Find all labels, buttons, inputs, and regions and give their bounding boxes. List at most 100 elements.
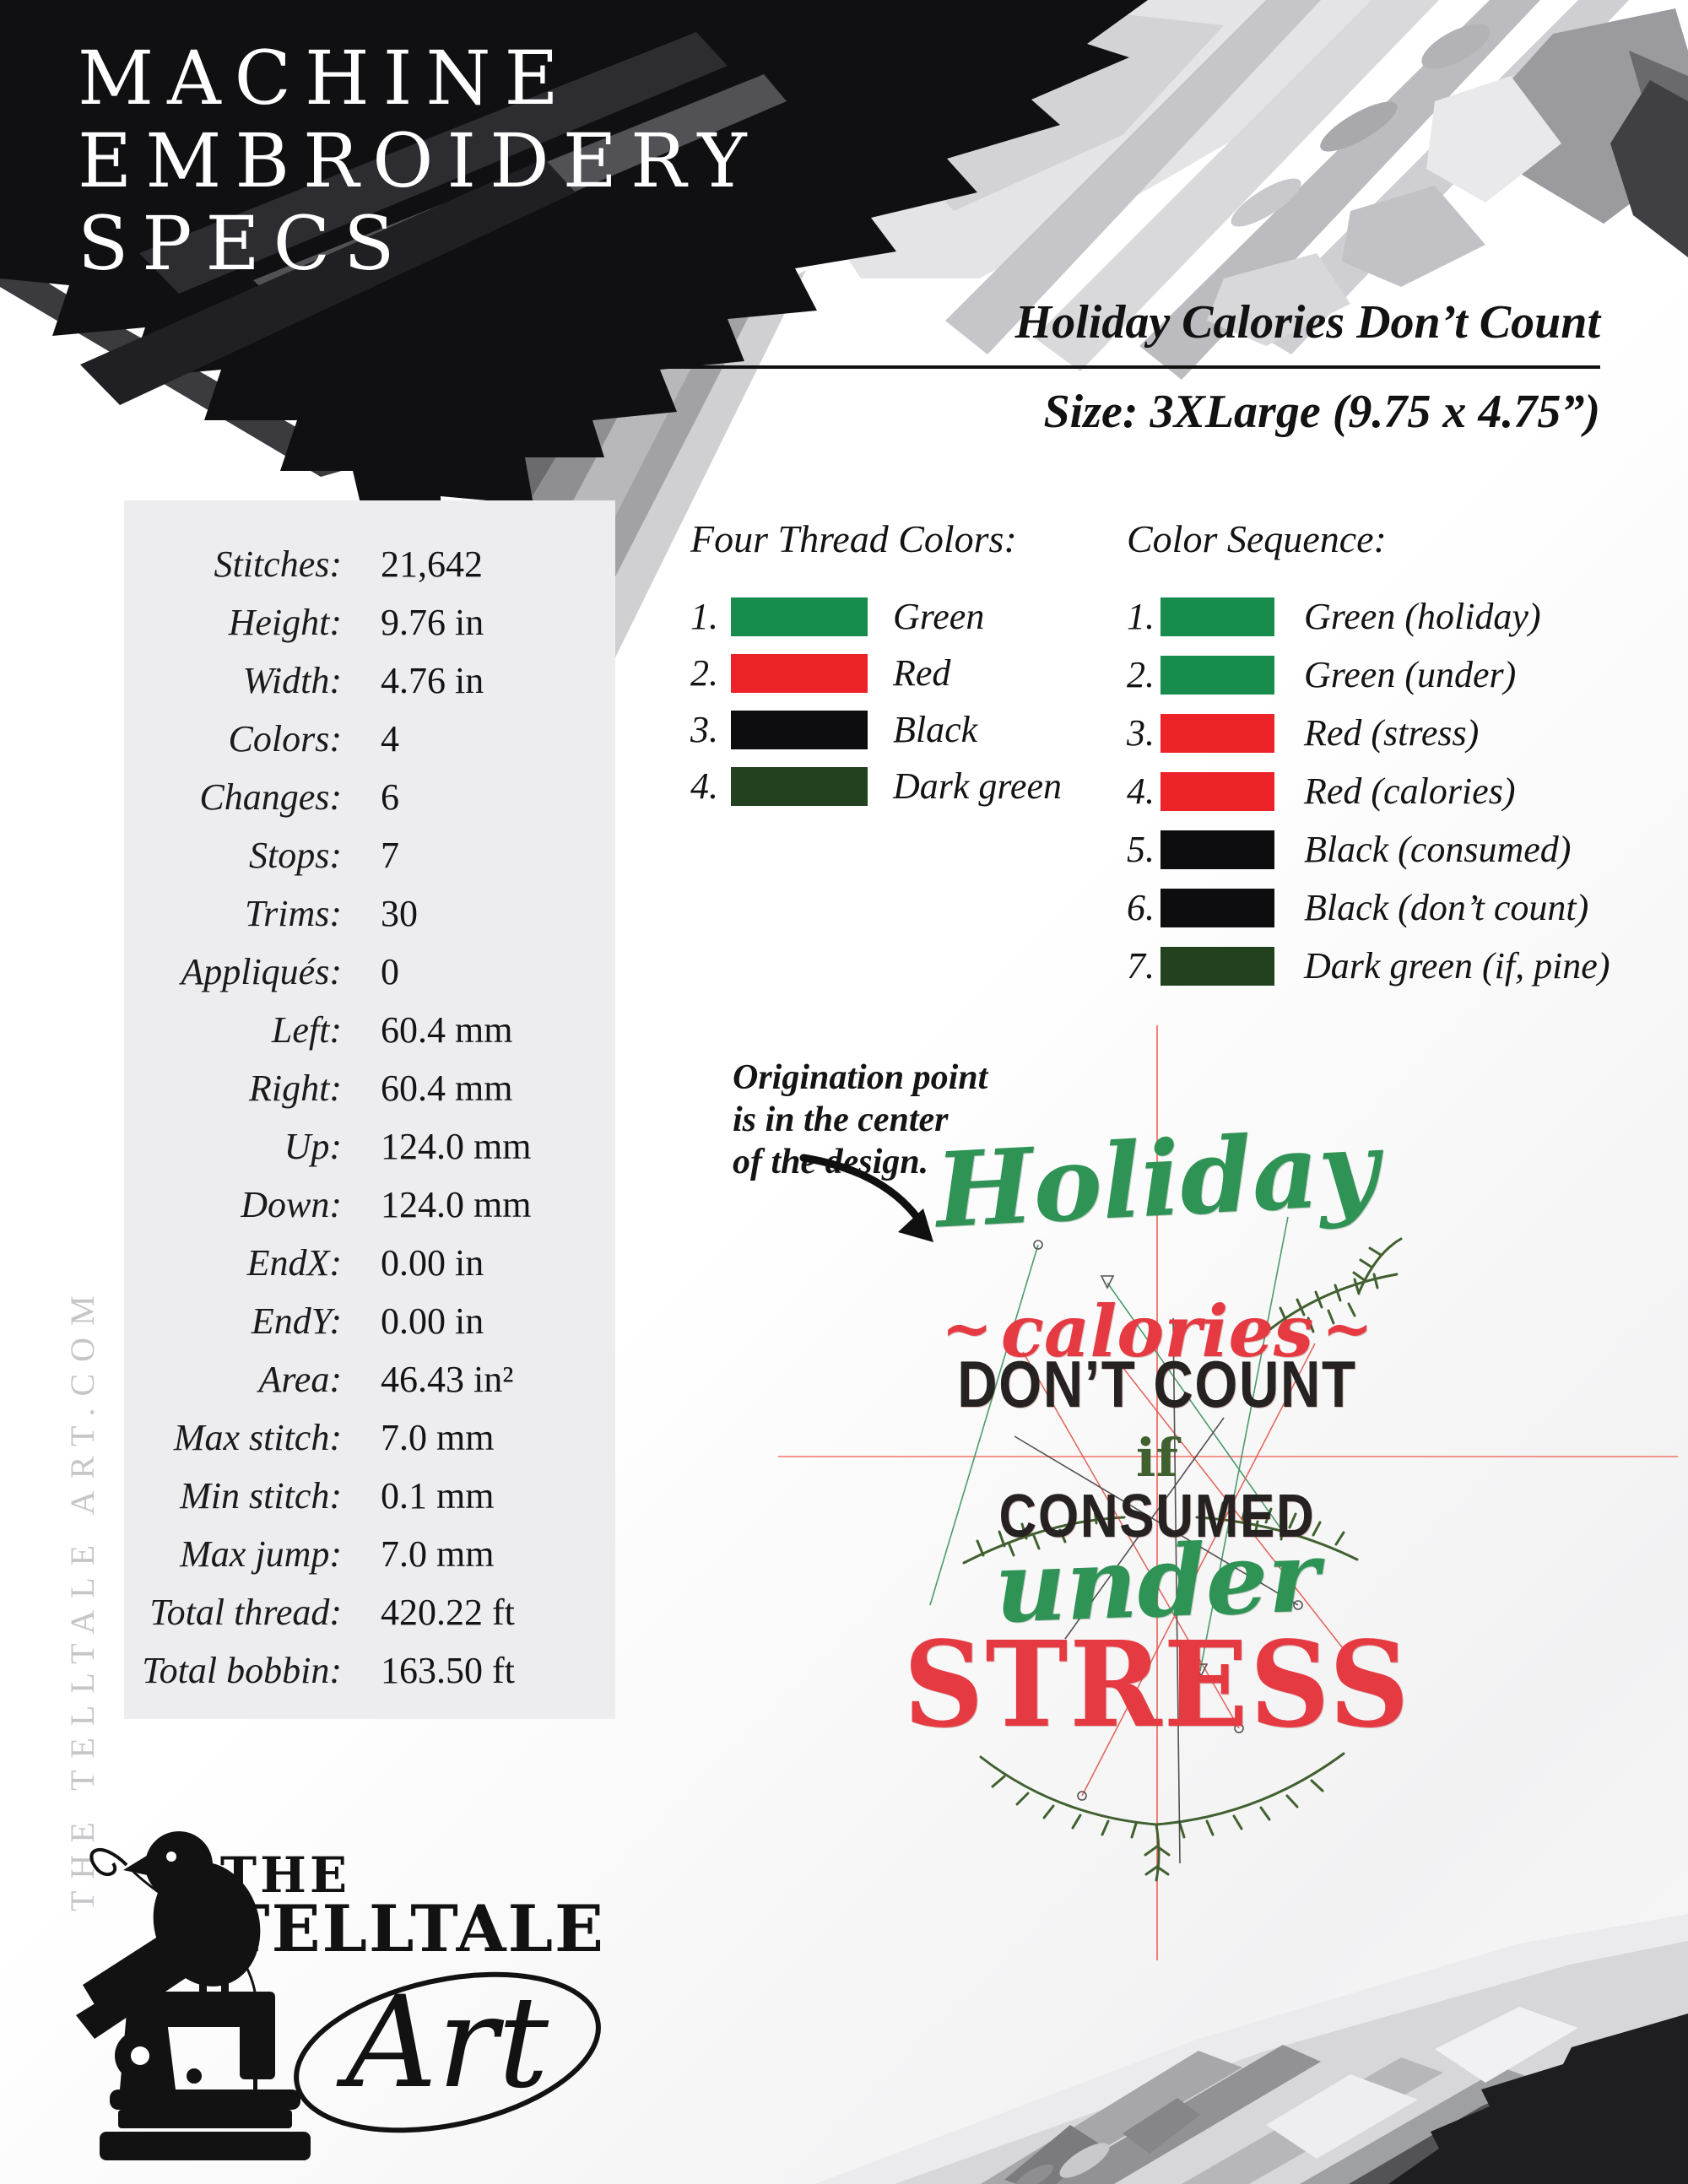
spec-value: 6: [381, 776, 399, 818]
thread-color-swatch: [731, 710, 868, 749]
spec-value: 163.50 ft: [381, 1650, 515, 1691]
spec-row: EndY: 0.00 in: [124, 1292, 615, 1350]
flourish-right: ~: [1322, 1292, 1373, 1364]
spec-row: Max stitch: 7.0 mm: [124, 1408, 615, 1467]
color-sequence-row: 2. Green (under): [1127, 653, 1610, 696]
specs-panel: Stitches: 21,642 Height: 9.76 in Width: …: [124, 500, 615, 1719]
spec-row: Total bobbin: 163.50 ft: [124, 1641, 615, 1700]
spec-value: 124.0 mm: [381, 1126, 532, 1167]
logo-telltale: TELLTALE: [222, 1891, 605, 1966]
thread-color-row: 4. Dark green: [690, 765, 1062, 808]
thread-color-swatch: [731, 653, 868, 693]
spec-label: Right:: [249, 1068, 342, 1109]
spec-row: Height: 9.76 in: [124, 593, 615, 651]
color-sequence-number: 6.: [1127, 887, 1155, 928]
page-title: MACHINE EMBROIDERY SPECS: [78, 37, 760, 285]
color-sequence-name: Black (consumed): [1304, 829, 1572, 870]
spec-row: Down: 124.0 mm: [124, 1176, 615, 1234]
logo-art: Art: [336, 1970, 549, 2116]
spec-value: 4: [381, 718, 399, 760]
thread-color-swatch: [731, 766, 868, 806]
color-sequence-row: 1. Green (holiday): [1127, 595, 1610, 638]
color-sequence-name: Green (under): [1304, 654, 1517, 695]
spec-label: Height:: [228, 602, 342, 643]
page-title-line: SPECS: [78, 200, 408, 287]
thread-color-row: 2. Red: [690, 651, 1062, 695]
telltale-logo: THE TELLTALE Art: [76, 1831, 605, 2160]
page-title-line: MACHINE: [78, 35, 572, 122]
color-sequence-swatch: [1160, 597, 1274, 636]
spec-value: 0: [381, 951, 399, 992]
thread-color-number: 2.: [690, 652, 718, 694]
thread-color-name: Red: [893, 652, 951, 694]
design-stitch-decor: [929, 1216, 1403, 1882]
thread-color-swatch: [731, 597, 868, 636]
color-sequence-number: 5.: [1127, 829, 1155, 870]
spec-row: Max jump: 7.0 mm: [124, 1525, 615, 1583]
spec-label: Area:: [258, 1359, 342, 1400]
spec-label: Changes:: [199, 776, 342, 818]
color-sequence-number: 7.: [1127, 945, 1155, 987]
curved-arrow-icon: [799, 1154, 933, 1242]
spec-value: 0.00 in: [381, 1300, 484, 1342]
design-word-consumed: CONSUMED: [998, 1483, 1316, 1550]
spec-label: Stitches:: [214, 543, 342, 585]
design-word-calories-text: calories: [1000, 1289, 1314, 1373]
spec-row: Area: 46.43 in²: [124, 1350, 615, 1408]
spec-label: Appliqués:: [181, 951, 342, 992]
spec-row: EndX: 0.00 in: [124, 1234, 615, 1292]
spec-value: 7.0 mm: [381, 1533, 495, 1575]
header-divider: [616, 365, 1600, 369]
crosshair-horizontal-line: [778, 1456, 1678, 1457]
spec-value: 7: [381, 835, 399, 876]
color-sequence-list: 1. Green (holiday) 2. Green (under) 3. R…: [1127, 595, 1610, 987]
spec-row: Width: 4.76 in: [124, 651, 615, 710]
spec-label: Down:: [241, 1184, 342, 1225]
pine-branch-decor: [962, 1237, 1403, 1882]
spec-row: Colors: 4: [124, 710, 615, 768]
spec-value: 60.4 mm: [381, 1009, 513, 1051]
color-sequence-swatch: [1160, 888, 1274, 927]
color-sequence-number: 3.: [1127, 712, 1155, 754]
thread-color-number: 4.: [690, 765, 718, 807]
color-sequence-name: Green (holiday): [1304, 596, 1541, 637]
page-title-line: EMBROIDERY: [78, 117, 760, 204]
thread-color-number: 1.: [690, 596, 718, 637]
spec-row: Stitches: 21,642: [124, 535, 615, 593]
color-sequence-swatch: [1160, 655, 1274, 695]
design-word-stress: STRESS: [903, 1616, 1411, 1754]
spec-row: Right: 60.4 mm: [124, 1059, 615, 1117]
specs-table: Stitches: 21,642 Height: 9.76 in Width: …: [124, 535, 615, 1700]
color-sequence-swatch: [1160, 946, 1274, 986]
spec-label: Total thread:: [149, 1592, 342, 1633]
size-label: Size: 3XLarge (9.75 x 4.75”): [1043, 386, 1600, 438]
logo-the: THE: [220, 1846, 350, 1904]
color-sequence-swatch: [1160, 830, 1274, 869]
spec-label: Colors:: [228, 718, 342, 760]
design-word-if: if: [1135, 1427, 1179, 1489]
spec-label: Stops:: [249, 835, 342, 876]
thread-color-name: Black: [893, 709, 978, 750]
spec-value: 60.4 mm: [381, 1068, 513, 1109]
origination-note-line: is in the center: [733, 1100, 949, 1139]
spec-row: Changes: 6: [124, 768, 615, 826]
spec-value: 124.0 mm: [381, 1184, 532, 1225]
spec-label: EndX:: [246, 1242, 342, 1284]
color-sequence-name: Red (stress): [1304, 712, 1480, 754]
spec-value: 4.76 in: [381, 660, 484, 701]
color-sequence-swatch: [1160, 713, 1274, 753]
thread-loop-icon: [89, 1848, 128, 1877]
spec-value: 7.0 mm: [381, 1417, 495, 1458]
color-sequence-row: 3. Red (stress): [1127, 711, 1610, 754]
spec-row: Stops: 7: [124, 826, 615, 884]
crosshair-vertical-line: [1156, 1025, 1158, 1960]
design-word-dont-count: DON’T COUNT: [957, 1347, 1357, 1421]
thread-color-row: 1. Green: [690, 595, 1062, 638]
spec-value: 30: [381, 893, 418, 934]
color-sequence-number: 2.: [1127, 654, 1155, 695]
spec-value: 46.43 in²: [381, 1359, 514, 1400]
thread-colors-list: 1. Green 2. Red 3. Black 4.: [690, 595, 1062, 808]
origination-note-line: Origination point: [733, 1058, 988, 1097]
spec-value: 420.22 ft: [381, 1592, 515, 1633]
